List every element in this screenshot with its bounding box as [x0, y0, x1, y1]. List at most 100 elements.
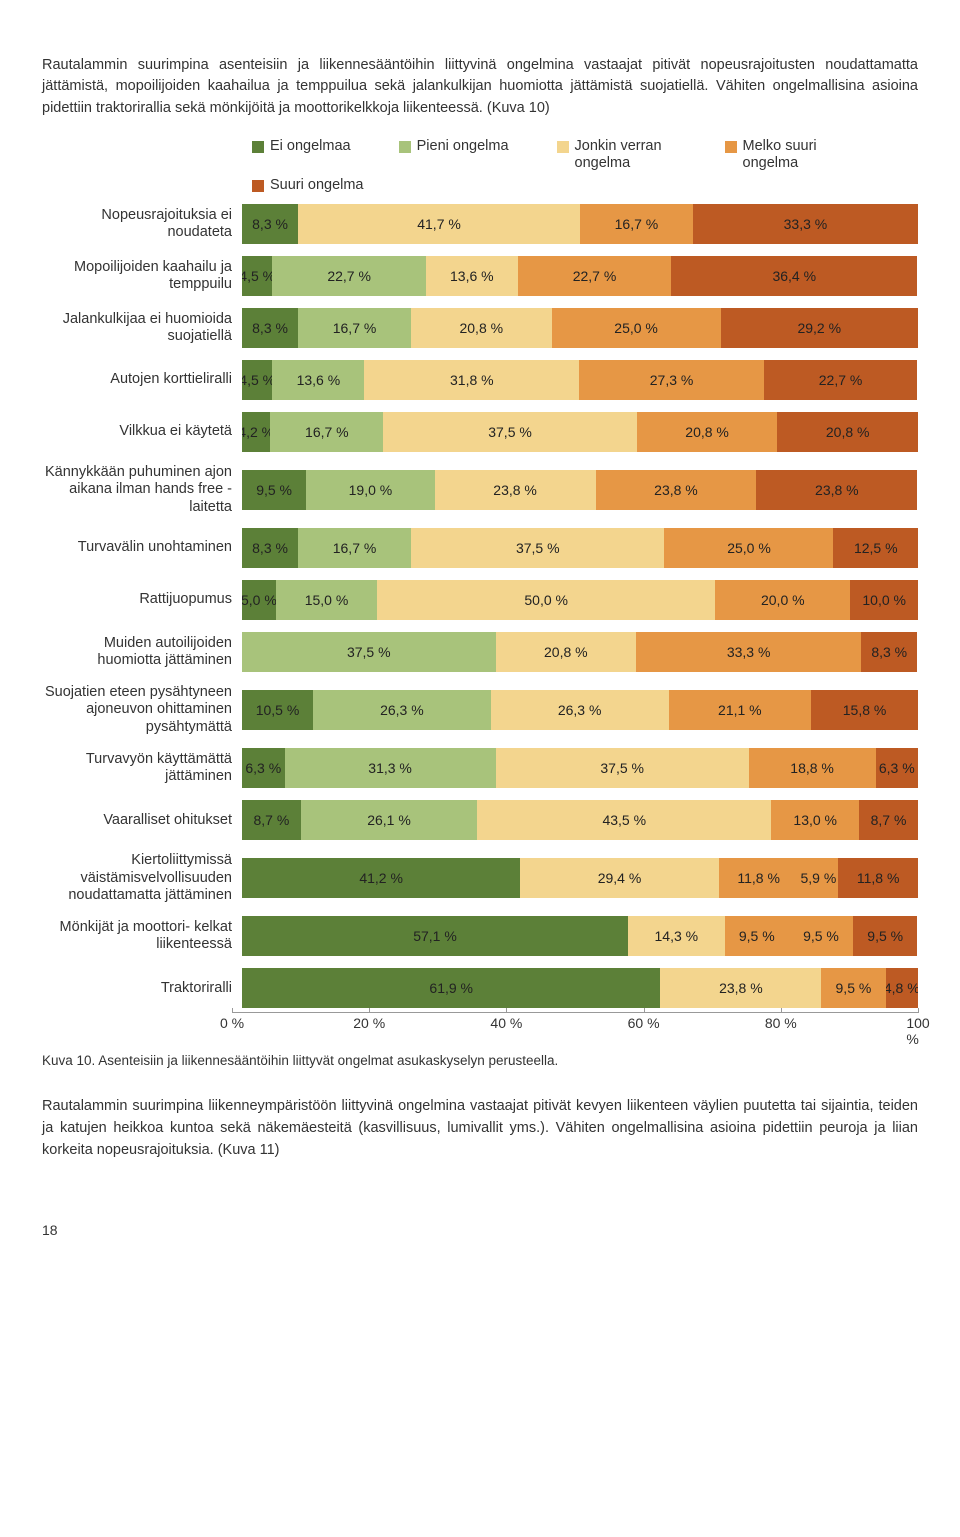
- bar-segment: 10,5 %: [242, 690, 313, 730]
- bar-segment: 8,7 %: [242, 800, 301, 840]
- row-bar: 5,0 %15,0 %50,0 %20,0 %10,0 %: [242, 580, 918, 620]
- row-label: Rattijuopumus: [42, 591, 242, 608]
- row-bar: 10,5 %26,3 %26,3 %21,1 %15,8 %: [242, 690, 918, 730]
- bar-segment: 5,0 %: [242, 580, 276, 620]
- chart-row: Kännykkään puhuminen ajon aikana ilman h…: [42, 464, 918, 516]
- bar-segment: 9,5 %: [242, 470, 306, 510]
- bar-segment: 4,5 %: [242, 360, 272, 400]
- chart-rows: Nopeusrajoituksia ei noudateta8,3 %41,7 …: [42, 204, 918, 1009]
- row-bar: 37,5 %20,8 %33,3 %8,3 %: [242, 632, 918, 672]
- bar-segment: 16,7 %: [580, 204, 693, 244]
- row-bar: 4,2 %16,7 %37,5 %20,8 %20,8 %: [242, 412, 918, 452]
- row-bar: 8,7 %26,1 %43,5 %13,0 %8,7 %: [242, 800, 918, 840]
- row-bar: 4,5 %13,6 %31,8 %27,3 %22,7 %: [242, 360, 918, 400]
- row-label: Kännykkään puhuminen ajon aikana ilman h…: [42, 464, 242, 516]
- legend-swatch: [252, 141, 264, 153]
- bar-segment: 11,8 %: [719, 858, 799, 898]
- chart-row: Vilkkua ei käytetä4,2 %16,7 %37,5 %20,8 …: [42, 412, 918, 452]
- row-label: Jalankulkijaa ei huomioida suojatiellä: [42, 311, 242, 346]
- legend-swatch: [725, 141, 737, 153]
- row-label: Nopeusrajoituksia ei noudateta: [42, 207, 242, 242]
- bar-segment: 25,0 %: [664, 528, 833, 568]
- chart-row: Mönkijät ja moottori- kelkat liikenteess…: [42, 916, 918, 956]
- bar-segment: 23,8 %: [435, 470, 596, 510]
- row-label: Mopoilijoiden kaahailu ja temppuilu: [42, 259, 242, 294]
- axis-tick-label: 100 %: [906, 1015, 929, 1047]
- bar-segment: 37,5 %: [411, 528, 665, 568]
- bar-segment: 37,5 %: [242, 632, 496, 672]
- chart-row: Suojatien eteen pysähtyneen ajoneuvon oh…: [42, 684, 918, 736]
- legend-label: Suuri ongelma: [270, 177, 364, 194]
- bar-segment: 15,0 %: [276, 580, 377, 620]
- bar-segment: 36,4 %: [671, 256, 917, 296]
- chart-row: Turvavyön käyttämättä jättäminen6,3 %31,…: [42, 748, 918, 788]
- chart-legend: Ei ongelmaaPieni ongelmaJonkin verran on…: [252, 138, 918, 194]
- bar-segment: 23,8 %: [660, 968, 821, 1008]
- legend-item: Jonkin verran ongelma: [557, 138, 677, 173]
- row-label: Muiden autoilijoiden huomiotta jättämine…: [42, 635, 242, 670]
- row-label: Kiertoliittymissä väistämisvelvollisuude…: [42, 852, 242, 904]
- chart-row: Traktoriralli61,9 %23,8 %9,5 %4,8 %: [42, 968, 918, 1008]
- bar-segment: 6,3 %: [876, 748, 919, 788]
- chart-axis: 0 %20 %40 %60 %80 %100 %: [42, 1012, 918, 1035]
- bar-segment: 20,8 %: [496, 632, 637, 672]
- legend-swatch: [399, 141, 411, 153]
- axis-tick-label: 60 %: [628, 1015, 660, 1031]
- legend-item: Suuri ongelma: [252, 177, 364, 194]
- chart-row: Autojen korttieliralli4,5 %13,6 %31,8 %2…: [42, 360, 918, 400]
- chart-row: Kiertoliittymissä väistämisvelvollisuude…: [42, 852, 918, 904]
- bar-segment: 13,6 %: [272, 360, 364, 400]
- bar-segment: 29,2 %: [721, 308, 918, 348]
- legend-label: Jonkin verran ongelma: [575, 138, 677, 173]
- legend-item: Melko suuri ongelma: [725, 138, 845, 173]
- page-number: 18: [42, 1222, 918, 1238]
- bar-segment: 26,3 %: [491, 690, 669, 730]
- bar-segment: 20,0 %: [715, 580, 850, 620]
- bar-segment: 10,0 %: [850, 580, 918, 620]
- outro-paragraph: Rautalammin suurimpina liikenneympäristö…: [42, 1096, 918, 1161]
- bar-segment: 13,0 %: [771, 800, 859, 840]
- bar-segment: 8,3 %: [242, 204, 298, 244]
- bar-segment: 31,8 %: [364, 360, 579, 400]
- bar-segment: 41,2 %: [242, 858, 520, 898]
- row-label: Vaaralliset ohitukset: [42, 812, 242, 829]
- chart-row: Muiden autoilijoiden huomiotta jättämine…: [42, 632, 918, 672]
- legend-item: Pieni ongelma: [399, 138, 509, 173]
- bar-segment: 22,7 %: [518, 256, 671, 296]
- bar-segment: 43,5 %: [477, 800, 771, 840]
- bar-segment: 13,6 %: [426, 256, 518, 296]
- bar-segment: 14,3 %: [628, 916, 725, 956]
- bar-segment: 23,8 %: [596, 470, 757, 510]
- bar-segment: 21,1 %: [669, 690, 812, 730]
- legend-label: Pieni ongelma: [417, 138, 509, 155]
- bar-segment: 20,8 %: [411, 308, 552, 348]
- chart-row: Nopeusrajoituksia ei noudateta8,3 %41,7 …: [42, 204, 918, 244]
- row-bar: 8,3 %41,7 %16,7 %33,3 %: [242, 204, 918, 244]
- row-bar: 41,2 %29,4 %11,8 %5,9 %11,8 %: [242, 858, 918, 898]
- bar-segment: 31,3 %: [285, 748, 496, 788]
- bar-segment: 4,8 %: [886, 968, 918, 1008]
- row-bar: 6,3 %31,3 %37,5 %18,8 %6,3 %: [242, 748, 918, 788]
- bar-segment: 9,5 %: [789, 916, 853, 956]
- chart-row: Mopoilijoiden kaahailu ja temppuilu4,5 %…: [42, 256, 918, 296]
- bar-segment: 37,5 %: [496, 748, 749, 788]
- row-label: Traktoriralli: [42, 980, 242, 997]
- bar-segment: 33,3 %: [636, 632, 861, 672]
- legend-swatch: [557, 141, 569, 153]
- axis-tick-label: 80 %: [765, 1015, 797, 1031]
- bar-segment: 26,3 %: [313, 690, 491, 730]
- bar-segment: 41,7 %: [298, 204, 580, 244]
- chart-container: Ei ongelmaaPieni ongelmaJonkin verran on…: [42, 138, 918, 1036]
- bar-segment: 25,0 %: [552, 308, 721, 348]
- row-bar: 9,5 %19,0 %23,8 %23,8 %23,8 %: [242, 470, 918, 510]
- bar-segment: 20,8 %: [637, 412, 778, 452]
- bar-segment: 50,0 %: [377, 580, 715, 620]
- bar-segment: 8,7 %: [859, 800, 918, 840]
- legend-label: Melko suuri ongelma: [743, 138, 845, 173]
- bar-segment: 4,2 %: [242, 412, 270, 452]
- axis-tick-label: 20 %: [353, 1015, 385, 1031]
- bar-segment: 22,7 %: [272, 256, 425, 296]
- row-label: Suojatien eteen pysähtyneen ajoneuvon oh…: [42, 684, 242, 736]
- bar-segment: 4,5 %: [242, 256, 272, 296]
- bar-segment: 61,9 %: [242, 968, 660, 1008]
